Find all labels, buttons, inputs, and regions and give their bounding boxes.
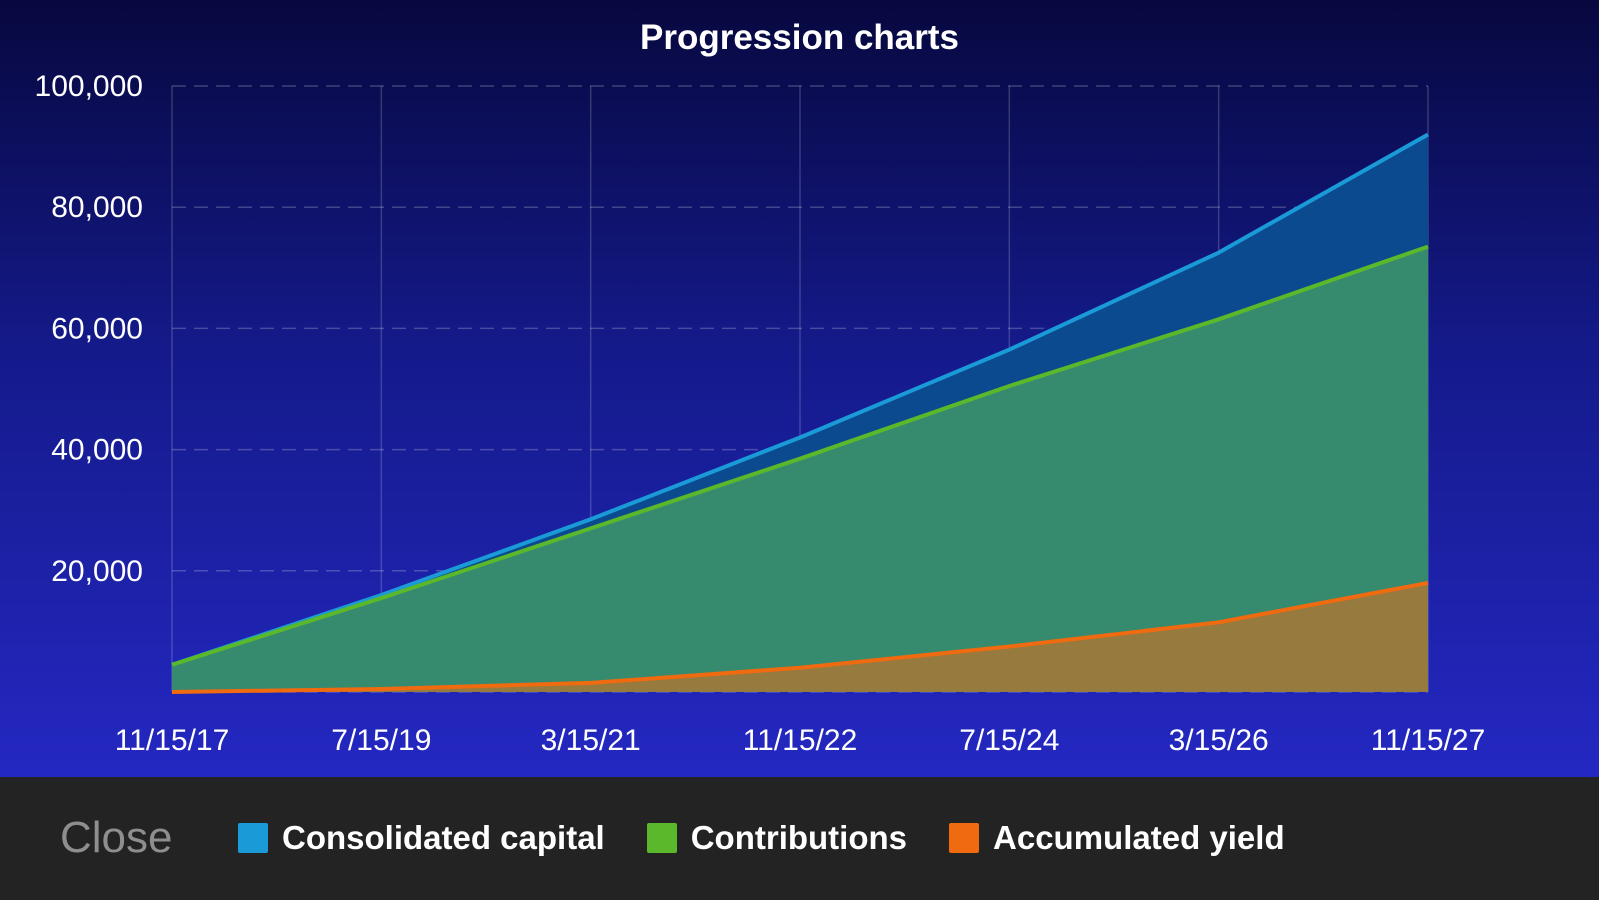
- x-tick-label: 3/15/26: [1169, 724, 1269, 757]
- legend-item-contributions: Contributions: [646, 819, 908, 857]
- legend: Consolidated capital Contributions Accumul…: [238, 817, 1327, 859]
- legend-label: Contributions: [690, 819, 908, 856]
- legend-label: Accumulated yield: [993, 819, 1285, 856]
- x-axis-tick-labels: 11/15/17 7/15/19 3/15/21 11/15/22 7/15/24 3/1…: [115, 724, 1486, 757]
- close-button[interactable]: Close: [60, 805, 173, 871]
- y-tick-label: 60,000: [51, 312, 143, 345]
- x-tick-label: 11/15/17: [115, 724, 230, 757]
- chart-title: Progression charts: [640, 18, 959, 57]
- x-tick-label: 7/15/19: [331, 724, 431, 757]
- bottom-bar: Close Consolidated capital Contributions A…: [0, 777, 1599, 900]
- x-tick-label: 7/15/24: [959, 724, 1059, 757]
- chart-svg: 100,000 80,000 60,000 40,000 20,000 11/15/17…: [35, 70, 1486, 757]
- x-tick-label: 11/15/22: [743, 724, 858, 757]
- y-tick-label: 20,000: [51, 555, 143, 588]
- legend-item-accumulated-yield: Accumulated yield: [949, 819, 1285, 857]
- legend-swatch: [646, 823, 677, 853]
- legend-swatch: [949, 823, 980, 853]
- area-accumulated-yield: [172, 582, 1428, 692]
- line-contributions: [171, 244, 1429, 667]
- chart-panel: 100,000 80,000 60,000 40,000 20,000 11/15/17…: [0, 0, 1599, 777]
- y-axis-tick-labels: 100,000 80,000 60,000 40,000 20,000: [35, 70, 143, 588]
- y-tick-label: 100,000: [35, 70, 143, 103]
- legend-swatch: [238, 823, 268, 853]
- legend-label: Consolidated capital: [282, 819, 605, 856]
- x-tick-label: 11/15/27: [1371, 724, 1486, 757]
- line-accumulated-yield: [171, 580, 1429, 694]
- x-tick-label: 3/15/21: [541, 724, 641, 757]
- legend-item-consolidated-capital: Consolidated capital: [238, 819, 605, 857]
- chart-areas: [171, 132, 1429, 694]
- y-tick-label: 80,000: [51, 191, 143, 224]
- area-contributions: [172, 246, 1428, 692]
- y-tick-label: 40,000: [51, 434, 143, 467]
- line-consolidated-capital: [171, 132, 1429, 667]
